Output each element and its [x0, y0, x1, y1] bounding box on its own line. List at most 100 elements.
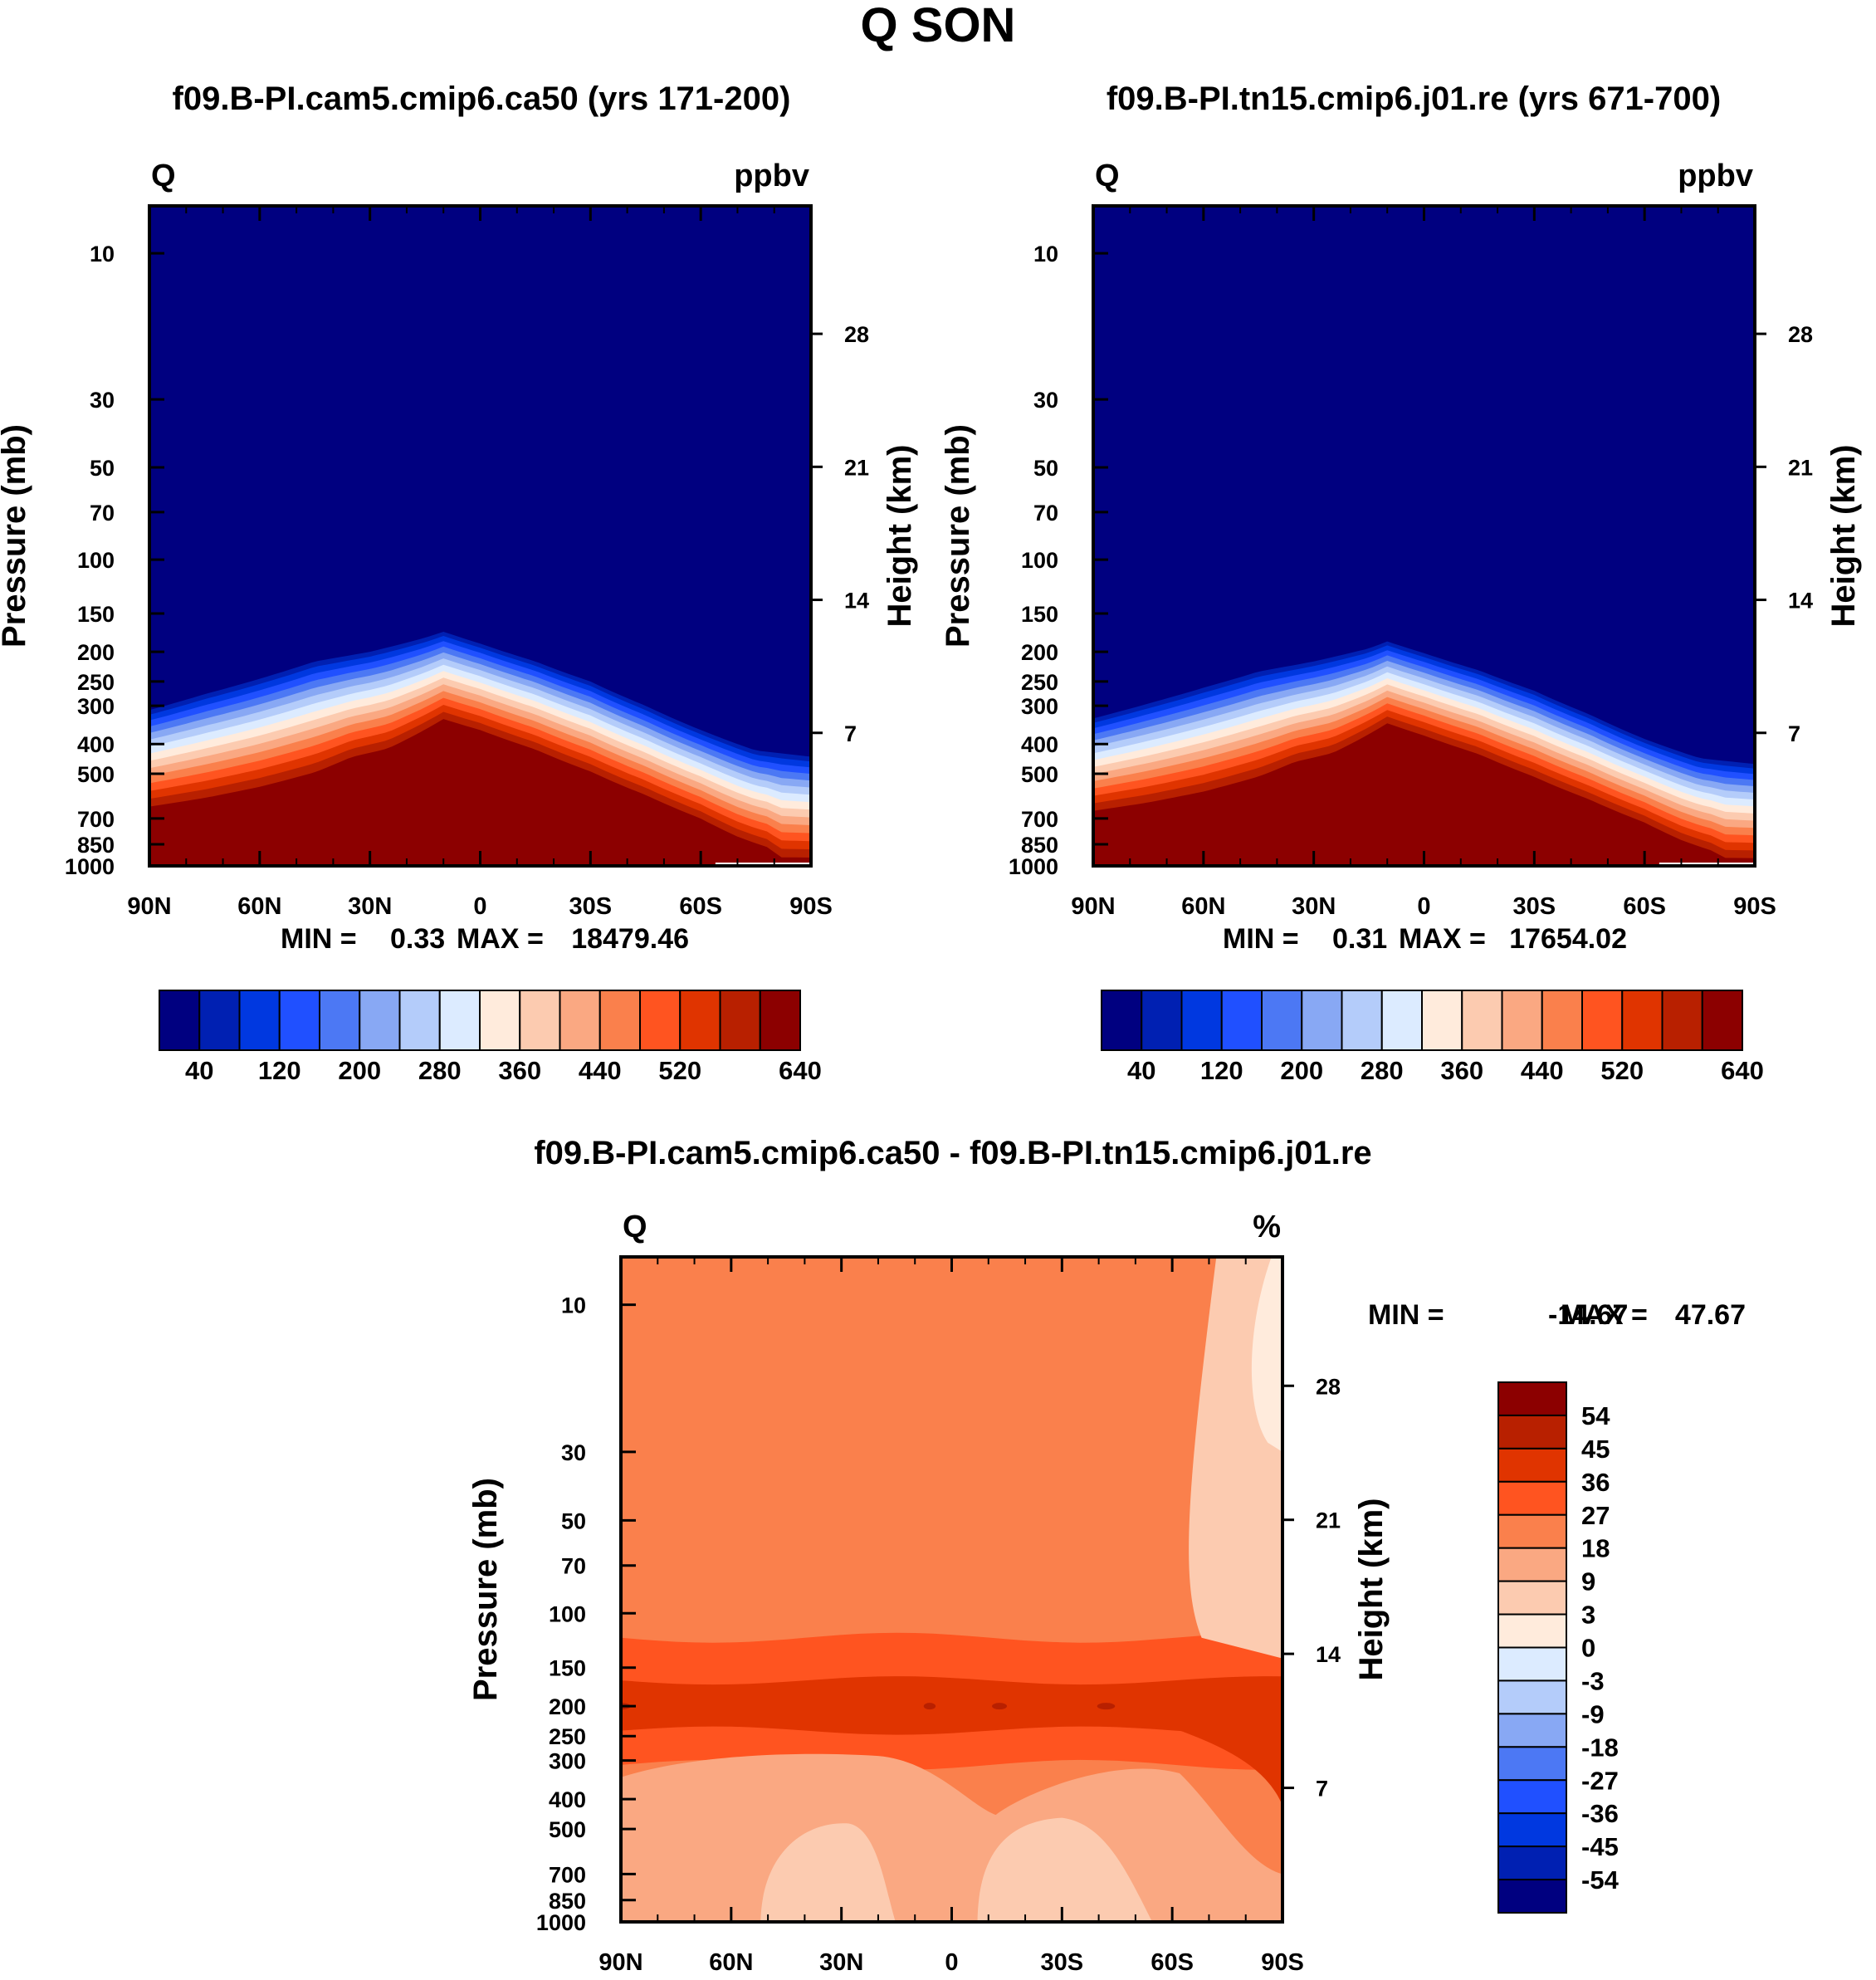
y-tick-label: 400: [549, 1787, 586, 1812]
x-tick-label: 90N: [127, 893, 171, 920]
y-tick-label: 300: [77, 694, 115, 719]
y-tick-label: 200: [77, 640, 115, 665]
colorbar-box: [1461, 990, 1503, 1051]
colorbar-box: [639, 990, 682, 1051]
diff-band-south-core: [1165, 1724, 1282, 1806]
colorbar-box: [1497, 1679, 1567, 1715]
y-tick-label: 70: [561, 1554, 586, 1579]
x-tick-label: 60N: [1181, 893, 1225, 920]
y-tick-label: 700: [1021, 807, 1058, 832]
x-tick-label: 30N: [348, 893, 392, 920]
y-right-tick-label: 14: [1788, 589, 1813, 614]
colorbar-label: 200: [1280, 1056, 1323, 1085]
y-right-tick-label: 21: [1316, 1508, 1341, 1533]
colorbar-box: [1661, 990, 1703, 1051]
colorbar-box: [1380, 990, 1423, 1051]
y-tick-label: 1000: [1009, 854, 1058, 879]
colorbar-label: -45: [1581, 1832, 1619, 1861]
colorbar-box: [559, 990, 601, 1051]
colorbar-box: [1497, 1381, 1567, 1416]
contour-field: [621, 1257, 1282, 1922]
y-tick-label: 850: [77, 833, 115, 858]
y-tick-label: 850: [549, 1889, 586, 1914]
y-right-axis-title: Height (km): [1353, 1498, 1390, 1681]
units-label: ppbv: [1678, 159, 1753, 193]
colorbar-box: [1180, 990, 1223, 1051]
colorbar-label: 360: [498, 1056, 541, 1085]
x-tick-label: 0: [473, 893, 486, 920]
y-axis-title: Pressure (mb): [940, 424, 976, 648]
x-tick-label: 30S: [569, 893, 613, 920]
x-tick-label: 90N: [1071, 893, 1115, 920]
panel-test: f09.B-PI.tn15.cmip6.j01.re (yrs 671-700)…: [940, 81, 1862, 1085]
variable-label: Q: [623, 1210, 647, 1244]
y-tick-label: 300: [549, 1749, 586, 1774]
colorbar-label: -3: [1581, 1666, 1605, 1695]
colorbar-label: -36: [1581, 1799, 1619, 1828]
colorbar-label: 440: [1521, 1056, 1564, 1085]
y-tick-label: 500: [549, 1817, 586, 1842]
diff-minimum-north: [760, 1823, 896, 1922]
colorbar-label: -18: [1581, 1733, 1619, 1762]
x-tick-label: 0: [945, 1949, 958, 1976]
y-tick-label: 100: [1021, 548, 1058, 573]
stat-min-value: 0.33: [390, 923, 445, 955]
stat-max-label: MAX =: [1399, 923, 1486, 955]
y-right-tick-label: 7: [1788, 721, 1800, 746]
y-tick-label: 700: [549, 1862, 586, 1887]
colorbar-label: 640: [779, 1056, 822, 1085]
x-tick-label: 60N: [237, 893, 281, 920]
y-tick-label: 400: [77, 732, 115, 757]
y-right-tick-label: 28: [1316, 1374, 1341, 1399]
panel-title: f09.B-PI.cam5.cmip6.ca50 - f09.B-PI.tn15…: [534, 1135, 1371, 1171]
y-tick-label: 150: [77, 602, 115, 627]
y-tick-label: 250: [549, 1724, 586, 1749]
y-tick-label: 250: [77, 670, 115, 695]
colorbar-box: [238, 990, 281, 1051]
diff-band-36-45: [621, 1676, 1282, 1735]
colorbar-label: 54: [1581, 1401, 1610, 1430]
colorbar-label: 9: [1581, 1567, 1595, 1596]
stat-min-label: MIN =: [281, 923, 357, 955]
x-tick-label: 60S: [679, 893, 722, 920]
colorbar-box: [1497, 1513, 1567, 1549]
panel-difference: f09.B-PI.cam5.cmip6.ca50 - f09.B-PI.tn15…: [467, 1135, 1746, 1976]
colorbar-label: -27: [1581, 1766, 1619, 1795]
x-tick-label: 90S: [1733, 893, 1776, 920]
panel-control: f09.B-PI.cam5.cmip6.ca50 (yrs 171-200) Q p…: [0, 81, 918, 1085]
colorbar-box: [359, 990, 401, 1051]
y-axis-title: Pressure (mb): [0, 424, 32, 648]
y-tick-label: 200: [549, 1694, 586, 1719]
variable-label: Q: [1095, 159, 1120, 193]
contour-field: [149, 206, 811, 866]
colorbar-box: [1421, 990, 1463, 1051]
colorbar-label: 200: [338, 1056, 381, 1085]
y-tick-label: 250: [1021, 670, 1058, 695]
colorbar-box: [719, 990, 761, 1051]
colorbar-label: 120: [1200, 1056, 1243, 1085]
colorbar-box: [1497, 1879, 1567, 1914]
panel-title: f09.B-PI.tn15.cmip6.j01.re (yrs 671-700): [1107, 81, 1721, 117]
colorbar-label: 18: [1581, 1534, 1610, 1563]
y-tick-label: 150: [549, 1656, 586, 1681]
y-tick-label: 50: [90, 456, 115, 481]
colorbar-box: [759, 990, 801, 1051]
colorbar-label: 520: [1600, 1056, 1644, 1085]
stat-max-value: 47.67: [1675, 1299, 1746, 1331]
colorbar-box: [198, 990, 241, 1051]
colorbar-box: [1541, 990, 1583, 1051]
x-tick-label: 60S: [1623, 893, 1666, 920]
y-right-axis-title: Height (km): [1825, 445, 1862, 628]
variable-label: Q: [151, 159, 176, 193]
colorbar-box: [1341, 990, 1383, 1051]
y-right-tick-label: 21: [1788, 455, 1813, 480]
colorbar-box: [438, 990, 481, 1051]
x-tick-label: 60S: [1151, 1949, 1194, 1976]
colorbar-label: 440: [579, 1056, 622, 1085]
colorbar-label: -54: [1581, 1865, 1620, 1894]
colorbar-box: [519, 990, 561, 1051]
y-right-tick-label: 28: [844, 322, 869, 347]
colorbar-label: 40: [185, 1056, 213, 1085]
y-axis-title: Pressure (mb): [467, 1478, 504, 1701]
